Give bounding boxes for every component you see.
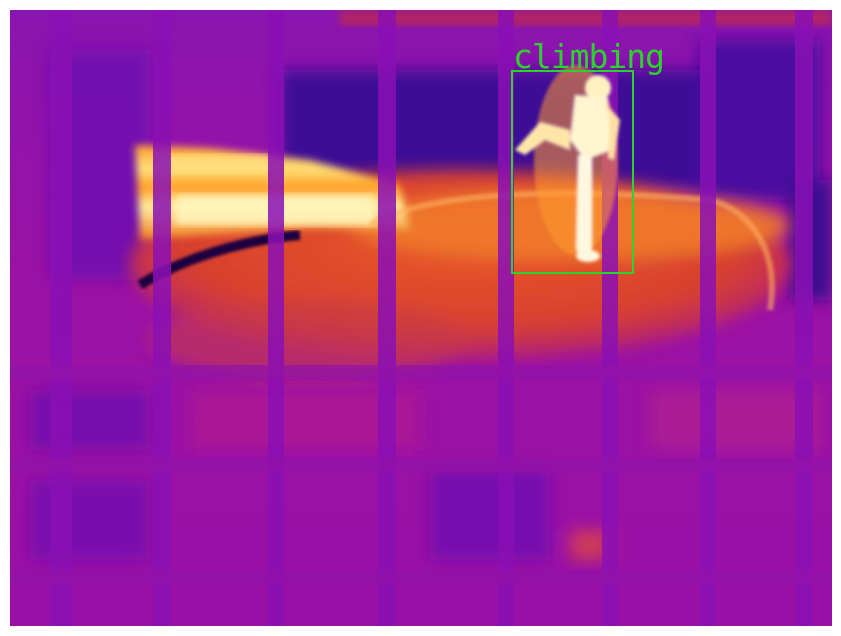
- thermal-image: climbing: [10, 10, 832, 626]
- fence-rails: [10, 365, 832, 584]
- detection-bounding-box: [511, 70, 634, 274]
- thermal-scene: [10, 10, 832, 626]
- detection-label: climbing: [513, 37, 665, 76]
- person-silhouette: [515, 65, 620, 262]
